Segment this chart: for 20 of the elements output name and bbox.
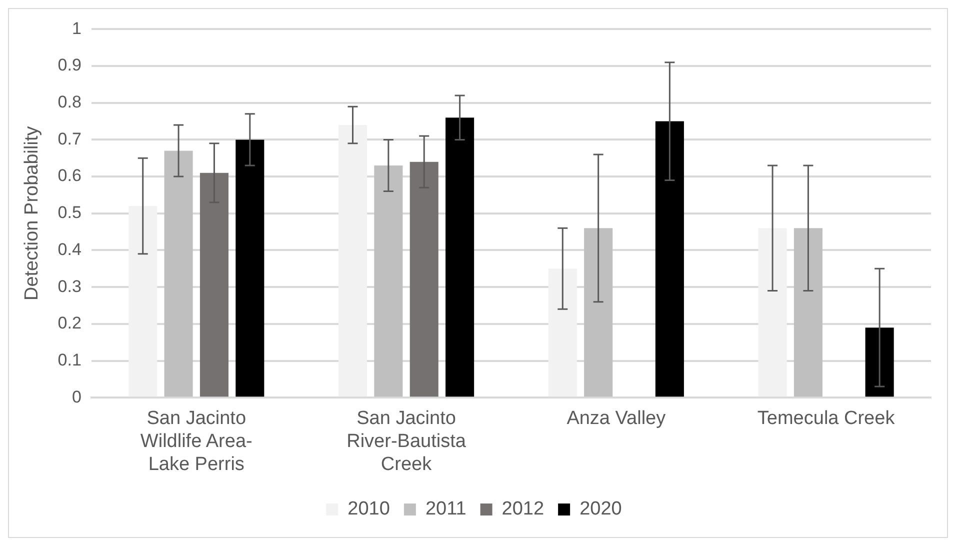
legend-label: 2010 [348,498,390,520]
x-tick-label: Anza Valley [566,408,666,430]
y-tick-label: 0.5 [58,203,82,222]
y-tick-label: 0.3 [58,276,82,296]
y-tick-label: 0.8 [58,92,82,112]
y-tick-label: 0.6 [58,166,82,186]
x-tick-label: San Jacinto Wildlife Area-Lake Perris [140,408,252,475]
y-tick-label: 0.1 [58,350,82,370]
x-tick-label: San Jacinto River-Bautista Creek [346,408,466,475]
y-tick-label: 0.7 [58,129,82,148]
y-tick-label: 0.4 [58,240,82,259]
legend-label: 2011 [425,498,466,520]
y-tick-label: 0.2 [58,314,82,333]
y-tick-label: 1 [72,18,82,38]
legend-label: 2012 [502,498,544,520]
x-tick-label: Temecula Creek [757,408,896,430]
y-tick-label: 0.9 [58,56,82,75]
y-axis-title: Detection Probability [22,126,43,301]
y-tick-label: 0 [72,387,82,406]
legend-label: 2020 [580,498,622,520]
